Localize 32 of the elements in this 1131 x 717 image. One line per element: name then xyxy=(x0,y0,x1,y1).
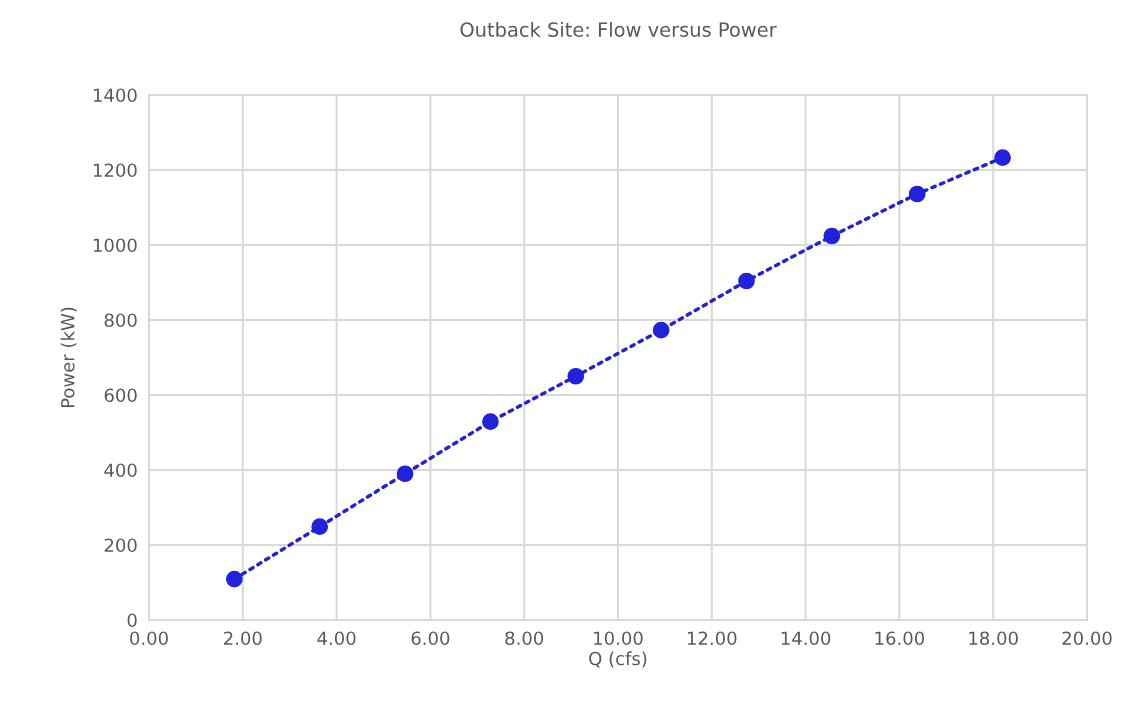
point xyxy=(482,413,499,430)
x-axis-title: Q (cfs) xyxy=(589,651,647,668)
chart-title: Outback Site: Flow versus Power xyxy=(460,21,777,37)
x-tick-label: 10.00 xyxy=(594,631,643,646)
point xyxy=(311,518,329,535)
point xyxy=(738,272,755,290)
y-tick-label: 600 xyxy=(104,388,137,403)
x-tick-label: 12.00 xyxy=(687,631,737,646)
x-tick-label: 20.00 xyxy=(1062,631,1112,646)
y-tick-label: 1400 xyxy=(93,88,137,103)
x-tick-label: 4.00 xyxy=(317,631,356,646)
y-tick-label: 1000 xyxy=(93,238,137,253)
point xyxy=(226,570,243,588)
x-tick-label: 2.00 xyxy=(224,631,262,646)
y-axis-title: Power (kW) xyxy=(60,307,77,408)
point xyxy=(652,321,670,339)
y-tick-label: 1200 xyxy=(93,163,137,178)
x-tick-label: 8.00 xyxy=(505,631,544,646)
x-tick-label: 6.00 xyxy=(411,631,450,646)
x-tick-label: 0.00 xyxy=(130,631,168,646)
x-tick-label: 18.00 xyxy=(969,631,1018,646)
y-tick-label: 200 xyxy=(104,538,137,553)
x-tick-label: 14.00 xyxy=(781,631,831,646)
point xyxy=(994,149,1011,166)
x-tick-label: 16.00 xyxy=(875,631,925,646)
point xyxy=(823,227,841,245)
point xyxy=(567,367,585,385)
point xyxy=(396,465,414,483)
y-tick-label: 400 xyxy=(104,463,137,478)
point xyxy=(908,185,926,203)
y-tick-label: 800 xyxy=(104,313,137,328)
y-tick-label: 0 xyxy=(127,613,137,628)
